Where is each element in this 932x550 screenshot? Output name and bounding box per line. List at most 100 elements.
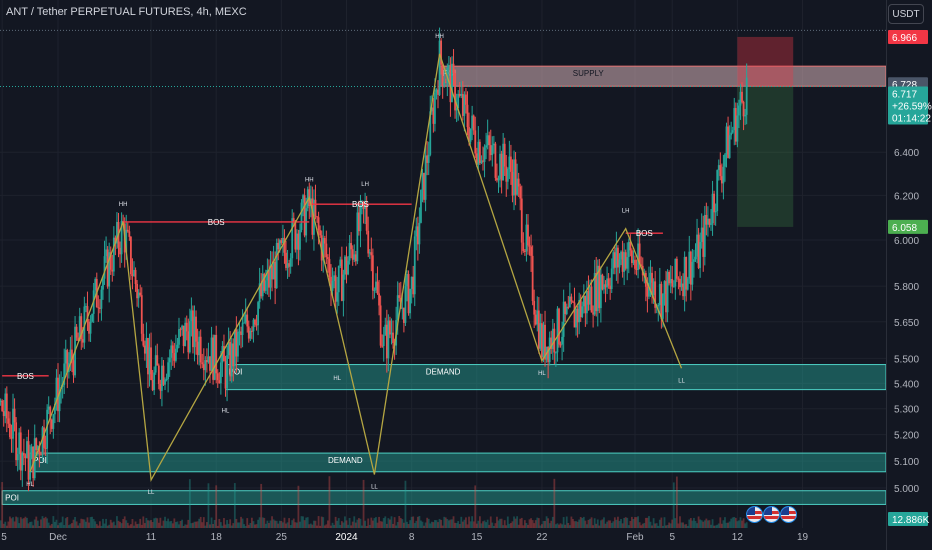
zone-label: SUPPLY	[573, 69, 605, 78]
target-price-tag-text: 6.058	[892, 223, 917, 234]
volume-bar	[204, 525, 207, 528]
candle-body	[510, 156, 512, 172]
volume-bar	[111, 522, 114, 528]
candle-body	[105, 249, 107, 257]
candle-body	[376, 281, 379, 294]
volume-bar	[47, 522, 50, 528]
volume-bar	[306, 517, 309, 528]
candle-body	[437, 89, 439, 95]
volume-bar	[582, 516, 585, 528]
volume-bar	[562, 517, 565, 528]
candle-body	[361, 201, 363, 203]
candle-body	[551, 328, 554, 350]
us-flag-icon[interactable]	[746, 506, 763, 523]
candle-body	[423, 172, 425, 200]
candle-body	[730, 132, 733, 136]
volume-bar	[305, 517, 308, 528]
volume-bar	[477, 520, 480, 528]
candle-body	[15, 422, 18, 461]
volume-bar	[232, 523, 235, 528]
volume-bar	[626, 517, 629, 528]
volume-bar	[277, 523, 280, 528]
volume-bar	[278, 520, 281, 528]
candle-body	[547, 346, 550, 363]
candle-body	[269, 265, 272, 288]
volume-bar	[322, 517, 325, 528]
candle-body	[741, 91, 743, 102]
candle-body	[637, 243, 640, 270]
volume-bar	[412, 516, 415, 528]
candle-body	[677, 278, 680, 280]
candle-body	[286, 263, 289, 268]
economic-events[interactable]	[746, 506, 797, 523]
volume-tag	[888, 512, 928, 526]
volume-bar	[7, 521, 10, 528]
bos-label: BOS	[352, 200, 369, 209]
volume-bar	[662, 525, 664, 528]
candle-body	[494, 143, 497, 178]
candle-body	[38, 446, 41, 455]
volume-bar	[123, 516, 126, 528]
candle-body	[46, 409, 49, 449]
candle-body	[662, 293, 664, 319]
candle-body	[564, 301, 567, 315]
candle-body	[278, 240, 281, 250]
candle-body	[345, 256, 348, 275]
volume-bar	[164, 516, 166, 528]
volume-bar	[618, 520, 621, 528]
currency-button[interactable]: USDT	[888, 4, 924, 24]
candle-body	[224, 361, 227, 389]
volume-bar	[35, 516, 38, 528]
candle-body	[188, 321, 191, 353]
candle-body	[640, 264, 643, 266]
volume-bar	[426, 517, 429, 528]
candle-body	[424, 155, 427, 200]
candle-body	[426, 155, 429, 163]
volume-bar	[77, 525, 80, 528]
candle-body	[491, 145, 494, 156]
candle-body	[705, 214, 708, 225]
volume-bar	[91, 516, 94, 528]
candle-body	[232, 343, 235, 367]
volume-bar	[299, 521, 301, 528]
candle-body	[350, 243, 353, 250]
volume-bar	[630, 516, 633, 528]
candle-body	[745, 77, 748, 115]
candle-body	[215, 334, 218, 374]
candle-body	[66, 350, 69, 373]
candle-body	[165, 378, 168, 380]
volume-bar	[494, 523, 497, 528]
volume-bar	[224, 524, 227, 528]
volume-bar	[637, 516, 640, 528]
candle-body	[410, 276, 413, 289]
time-tick: 5	[1, 532, 7, 543]
candle-body	[145, 337, 148, 354]
volume-bar	[52, 516, 55, 528]
volume-bar	[646, 517, 649, 528]
volume-bar	[620, 518, 622, 528]
candle-body	[717, 165, 720, 171]
us-flag-icon[interactable]	[763, 506, 780, 523]
candle-body	[539, 323, 542, 349]
stop-price-tag-text: 6.966	[892, 33, 917, 44]
volume-bar	[736, 521, 739, 528]
us-flag-icon[interactable]	[780, 506, 797, 523]
volume-bar	[610, 522, 613, 528]
volume-bar	[451, 519, 453, 528]
volume-bar	[297, 485, 300, 528]
candle-body	[185, 322, 188, 332]
candle-body	[530, 246, 532, 256]
candle-body	[734, 108, 737, 142]
candle-body	[333, 275, 335, 281]
volume-bar	[651, 525, 653, 528]
volume-bar	[516, 516, 519, 528]
volume-bar	[303, 520, 306, 528]
volume-bar	[517, 524, 520, 528]
volume-bar	[58, 522, 61, 528]
candle-body	[654, 281, 657, 308]
volume-bar	[564, 524, 567, 528]
candle-body	[325, 243, 328, 258]
candle-body	[179, 329, 182, 331]
candle-body	[714, 211, 717, 213]
